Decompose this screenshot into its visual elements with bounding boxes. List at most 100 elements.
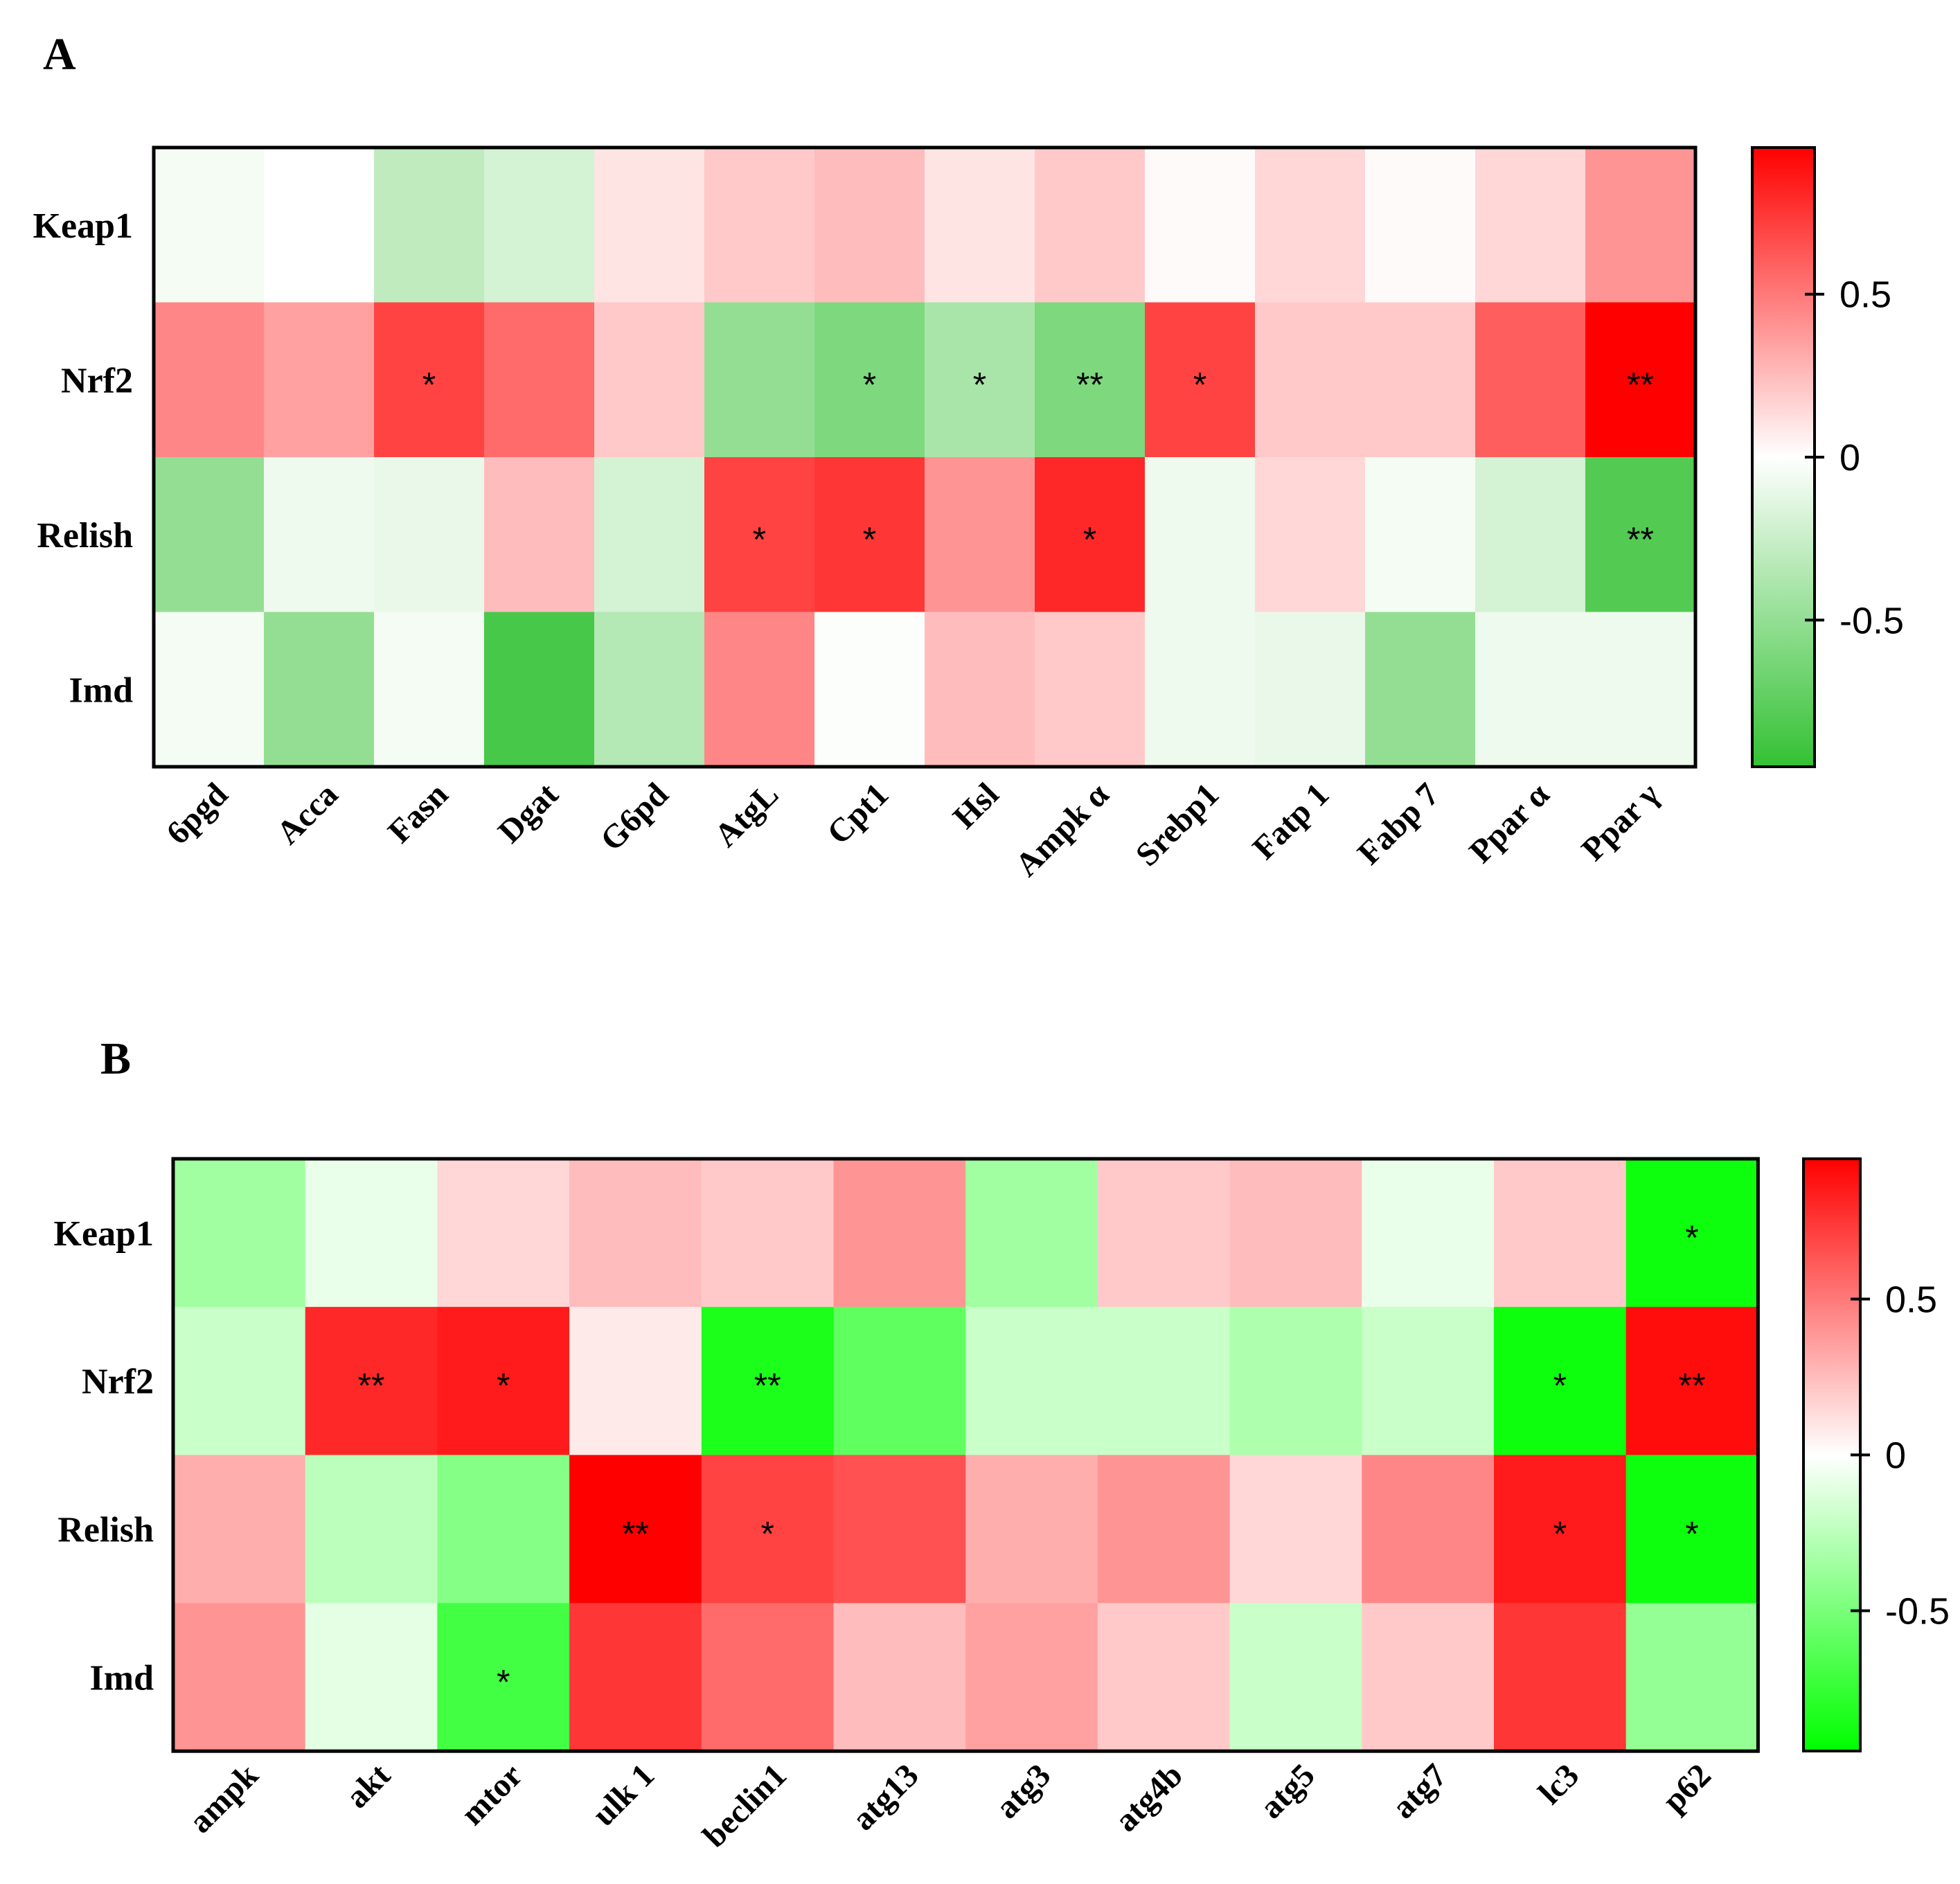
column-label-b-4: beclin1 [696, 1757, 794, 1854]
heatmap-cell-a-1-3 [484, 302, 595, 458]
heatmap-cell-a-3-6 [814, 612, 925, 767]
heatmap-cell-b-3-8 [1229, 1603, 1362, 1752]
heatmap-cell-a-1-11 [1365, 302, 1476, 458]
heatmap-cell-a-3-8 [1035, 612, 1146, 767]
heatmap-cell-b-0-10 [1494, 1159, 1627, 1308]
heatmap-cell-b-0-4 [701, 1159, 835, 1308]
heatmap-cell-b-2-11 [1625, 1455, 1758, 1603]
heatmap-cell-b-2-8 [1229, 1455, 1362, 1603]
heatmap-cell-a-0-0 [154, 148, 265, 303]
significance-mark-a-1-2: * [422, 365, 436, 404]
row-label-b-0: Keap1 [54, 1214, 154, 1254]
significance-mark-b-1-2: * [497, 1367, 510, 1405]
row-label-a-3: Imd [69, 670, 134, 710]
row-label-b-1: Nrf2 [82, 1362, 154, 1402]
heatmap-cell-b-2-9 [1362, 1455, 1495, 1603]
heatmap-cell-a-3-7 [925, 612, 1035, 767]
column-label-a-3: Dgat [491, 776, 565, 850]
significance-mark-a-1-9: * [1193, 365, 1206, 404]
heatmap-cell-a-0-12 [1475, 148, 1586, 303]
colorbar-tick-label-a-2: -0.5 [1839, 600, 1904, 641]
heatmap-cell-b-0-2 [437, 1159, 570, 1308]
significance-mark-b-1-4: ** [754, 1367, 781, 1405]
column-label-b-0: ampk [182, 1757, 266, 1840]
column-label-b-10: lc3 [1531, 1757, 1586, 1811]
heatmap-cell-b-1-4 [701, 1306, 835, 1456]
heatmap-cell-a-0-7 [925, 148, 1035, 303]
column-label-b-5: atg13 [845, 1757, 926, 1838]
significance-mark-b-1-1: ** [358, 1367, 385, 1405]
heatmap-cell-a-1-4 [594, 302, 705, 458]
heatmap-cell-b-1-6 [965, 1306, 1098, 1456]
heatmap-cell-b-1-11 [1625, 1306, 1758, 1456]
significance-mark-a-1-13: ** [1627, 365, 1654, 404]
heatmap-frame-a [152, 145, 1698, 769]
heatmap-cell-b-2-4 [701, 1455, 835, 1603]
heatmap-cell-b-1-7 [1097, 1306, 1231, 1456]
heatmap-cell-a-3-5 [704, 612, 815, 767]
significance-mark-b-2-3: ** [622, 1515, 649, 1554]
heatmap-frame-b [171, 1157, 1760, 1753]
heatmap-cell-b-2-0 [173, 1455, 306, 1603]
panel-letter-a: A [43, 29, 76, 80]
heatmap-cell-b-3-2 [437, 1603, 570, 1752]
heatmap-cell-b-3-9 [1362, 1603, 1495, 1752]
heatmap-cell-b-0-0 [173, 1159, 306, 1308]
heatmap-cell-a-2-11 [1365, 457, 1476, 613]
column-label-b-11: p62 [1655, 1757, 1718, 1819]
heatmap-cell-a-3-0 [154, 612, 265, 767]
heatmap-cell-a-1-1 [264, 302, 375, 458]
heatmap-cell-a-0-11 [1365, 148, 1476, 303]
heatmap-cell-b-3-3 [569, 1603, 702, 1752]
row-label-b-2: Relish [57, 1511, 154, 1550]
heatmap-cell-a-2-7 [925, 457, 1035, 613]
significance-mark-a-1-7: * [973, 365, 986, 404]
heatmap-cell-b-2-3 [569, 1455, 702, 1603]
column-label-a-6: Cpt1 [820, 776, 896, 851]
heatmap-cell-a-1-7 [925, 302, 1035, 458]
significance-mark-b-1-10: * [1553, 1367, 1567, 1405]
column-label-b-2: mtor [454, 1757, 529, 1832]
significance-mark-a-2-5: * [753, 520, 766, 559]
column-label-a-9: Srebp1 [1129, 776, 1227, 873]
heatmap-cell-a-0-8 [1035, 148, 1146, 303]
heatmap-cell-b-0-6 [965, 1159, 1098, 1308]
heatmap-cell-b-0-11 [1625, 1159, 1758, 1308]
colorbar-tick-label-b-0: 0.5 [1885, 1279, 1937, 1321]
colorbar-a [1752, 148, 1815, 767]
significance-mark-b-2-10: * [1553, 1515, 1567, 1554]
heatmap-cell-b-3-0 [173, 1603, 306, 1752]
column-label-b-6: atg3 [989, 1757, 1058, 1826]
heatmap-cell-a-2-13 [1585, 457, 1696, 613]
heatmap-cell-a-1-6 [814, 302, 925, 458]
significance-mark-b-2-4: * [760, 1515, 774, 1554]
column-label-b-3: ulk 1 [585, 1757, 661, 1833]
heatmap-cell-a-2-0 [154, 457, 265, 613]
row-label-a-0: Keap1 [33, 206, 133, 246]
heatmap-cell-a-0-13 [1585, 148, 1696, 303]
heatmap-cell-a-3-3 [484, 612, 595, 767]
heatmap-cell-b-1-5 [833, 1306, 966, 1456]
column-label-a-4: G6pd [594, 776, 676, 858]
heatmap-cell-a-0-3 [484, 148, 595, 303]
heatmap-cell-a-3-11 [1365, 612, 1476, 767]
colorbar-tick-label-b-2: -0.5 [1885, 1591, 1950, 1633]
heatmap-cell-a-2-9 [1145, 457, 1256, 613]
row-label-b-3: Imd [90, 1658, 154, 1698]
significance-mark-b-0-11: * [1685, 1218, 1698, 1257]
heatmap-cell-b-0-7 [1097, 1159, 1231, 1308]
column-label-a-1: Acca [269, 776, 345, 851]
heatmap-cell-a-2-4 [594, 457, 705, 613]
heatmap-cell-b-2-1 [305, 1455, 438, 1603]
column-label-b-7: atg4b [1108, 1757, 1191, 1839]
heatmap-cell-a-3-4 [594, 612, 705, 767]
heatmap-cell-b-2-5 [833, 1455, 966, 1603]
heatmap-cell-a-2-10 [1255, 457, 1366, 613]
heatmap-cell-a-2-8 [1035, 457, 1146, 613]
row-label-a-1: Nrf2 [61, 361, 133, 400]
column-label-a-7: Hsl [946, 776, 1006, 836]
column-label-a-0: 6pgd [159, 776, 235, 851]
heatmap-cell-a-0-6 [814, 148, 925, 303]
